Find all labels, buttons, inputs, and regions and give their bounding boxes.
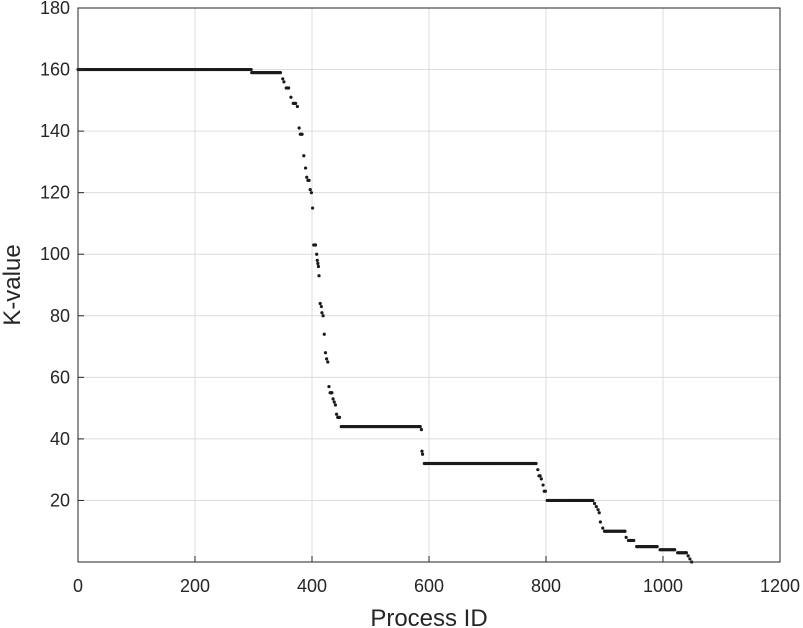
data-point [303, 166, 308, 170]
data-point [322, 332, 326, 336]
data-point [419, 428, 423, 432]
data-point [287, 86, 291, 90]
data-point [591, 498, 595, 503]
data-point [332, 400, 336, 404]
data-point [330, 391, 334, 395]
data-point [315, 258, 319, 262]
data-point [327, 384, 331, 389]
y-tick-label: 180 [40, 0, 70, 18]
x-tick-label: 0 [73, 576, 83, 596]
data-point [320, 311, 324, 315]
y-tick-label: 140 [40, 121, 70, 141]
data-point [592, 501, 597, 506]
data-point [308, 187, 312, 192]
y-tick-label: 80 [50, 306, 70, 326]
data-point [316, 261, 320, 266]
data-point [278, 71, 283, 75]
data-point [334, 412, 339, 416]
data-point [323, 351, 328, 355]
data-point [538, 474, 542, 478]
y-tick-label: 20 [50, 490, 70, 510]
data-point [598, 520, 603, 524]
x-axis-label: Process ID [370, 605, 487, 628]
data-point [596, 508, 600, 512]
data-point [249, 67, 253, 72]
plot-area [76, 67, 694, 564]
data-point [302, 154, 306, 158]
data-point [319, 304, 323, 309]
data-point [655, 545, 659, 549]
data-point [601, 526, 605, 530]
data-point [316, 264, 321, 269]
x-tick-label: 1200 [760, 576, 800, 596]
data-point [632, 538, 636, 543]
data-point [420, 449, 424, 453]
data-point [331, 397, 335, 401]
data-point [543, 489, 548, 493]
data-point [318, 301, 322, 306]
data-point [624, 535, 628, 539]
y-tick-label: 60 [50, 367, 70, 387]
data-point [297, 126, 301, 130]
data-point [688, 557, 692, 561]
x-tick-label: 600 [414, 576, 444, 596]
y-tick-label: 100 [40, 244, 70, 264]
x-tick-label: 400 [297, 576, 327, 596]
data-point [307, 178, 311, 182]
data-point [294, 101, 298, 106]
data-point [315, 252, 319, 256]
data-point [673, 548, 677, 552]
data-point [313, 243, 318, 247]
data-point [418, 424, 422, 429]
data-point [282, 80, 286, 84]
data-point [300, 132, 304, 136]
grid-lines [78, 8, 780, 562]
data-point [623, 529, 627, 533]
data-point [337, 415, 342, 419]
data-point [321, 314, 325, 318]
data-point [597, 511, 601, 515]
data-point [295, 104, 299, 109]
y-tick-label: 40 [50, 429, 70, 449]
data-point [317, 274, 321, 278]
data-point [309, 191, 314, 195]
data-point [289, 95, 293, 99]
x-axis-ticks: 0 200 400 600 800 1000 1200 [73, 556, 800, 596]
data-point [281, 77, 285, 81]
data-point [325, 357, 329, 361]
data-point [305, 175, 309, 179]
data-point [326, 360, 330, 364]
y-axis-ticks: 20 40 60 80 100 120 140 160 180 [40, 0, 84, 510]
data-point [420, 452, 425, 456]
data-point [594, 505, 598, 509]
data-point [539, 477, 543, 481]
data-point [684, 551, 689, 555]
y-axis-label: K-value [0, 244, 26, 325]
data-point [686, 554, 690, 558]
data-point [310, 206, 315, 210]
y-tick-label: 160 [40, 60, 70, 80]
data-point [536, 468, 540, 472]
x-tick-label: 200 [180, 576, 210, 596]
data-point [541, 483, 545, 487]
y-tick-label: 120 [40, 183, 70, 203]
data-point [534, 461, 538, 466]
data-point [333, 403, 337, 407]
x-tick-label: 800 [531, 576, 561, 596]
x-tick-label: 1000 [643, 576, 683, 596]
